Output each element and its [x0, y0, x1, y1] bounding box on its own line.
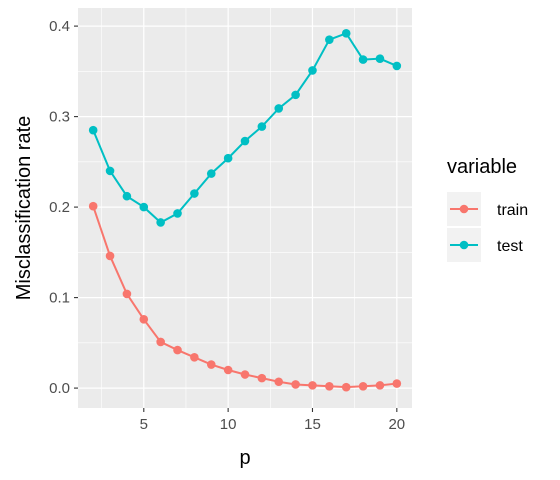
y-tick-label: 0.3	[49, 109, 70, 126]
x-tick-label: 20	[388, 416, 405, 433]
data-point-train	[392, 379, 402, 388]
data-point-train	[88, 201, 98, 211]
data-point-test	[206, 169, 216, 178]
data-point-test	[375, 54, 385, 63]
data-point-test	[325, 35, 334, 44]
data-point-test	[156, 218, 165, 227]
data-point-test	[105, 166, 115, 176]
data-point-train	[173, 345, 182, 355]
y-tick-label: 0.0	[49, 380, 70, 397]
data-point-test	[358, 55, 368, 64]
data-point-train	[190, 353, 199, 362]
x-axis-title: p	[239, 447, 250, 469]
data-point-test	[190, 189, 199, 198]
y-tick-label: 0.4	[49, 18, 70, 35]
data-point-test	[274, 104, 284, 113]
series-test	[88, 29, 402, 227]
x-tick-label: 15	[304, 416, 321, 433]
data-point-train	[291, 380, 300, 389]
data-point-test	[341, 29, 351, 38]
axis-ticks: 5 10 15 20 0.0 0.1 0.2 0.3 0.4	[49, 18, 405, 433]
legend: variable train test	[447, 156, 528, 262]
data-point-train	[139, 315, 149, 324]
x-tick-label: 10	[220, 416, 237, 433]
legend-title: variable	[447, 156, 517, 178]
data-point-train	[274, 377, 284, 387]
data-point-test	[392, 61, 402, 71]
data-point-train	[156, 337, 165, 347]
data-point-test	[139, 202, 149, 212]
y-tick-label: 0.1	[49, 290, 70, 307]
data-point-train	[122, 289, 132, 299]
data-point-train	[375, 381, 385, 390]
legend-label-train: train	[497, 202, 528, 219]
data-point-test	[122, 191, 132, 201]
y-axis-title: Misclassification rate	[13, 116, 35, 301]
x-tick-label: 5	[140, 416, 148, 433]
data-point-test	[240, 136, 250, 146]
legend-label-test: test	[497, 238, 523, 255]
grid-minor	[78, 8, 412, 408]
data-point-test	[257, 122, 267, 131]
data-point-train	[240, 370, 250, 379]
data-point-test	[291, 90, 300, 100]
data-point-train	[325, 381, 334, 391]
panel-background	[78, 8, 412, 408]
legend-key-point-train	[459, 204, 469, 214]
series-layer	[88, 29, 402, 392]
data-point-train	[358, 381, 368, 391]
data-point-test	[173, 209, 182, 218]
legend-key-point-test	[459, 240, 469, 250]
data-point-test	[308, 66, 317, 75]
data-point-train	[341, 382, 351, 392]
data-point-train	[257, 373, 267, 383]
y-tick-label: 0.2	[49, 199, 70, 216]
data-point-train	[223, 365, 233, 375]
data-point-test	[88, 125, 98, 135]
series-train	[88, 201, 402, 392]
data-point-test	[223, 153, 233, 163]
data-point-train	[308, 381, 317, 390]
data-point-train	[206, 360, 216, 369]
data-point-train	[105, 251, 115, 261]
